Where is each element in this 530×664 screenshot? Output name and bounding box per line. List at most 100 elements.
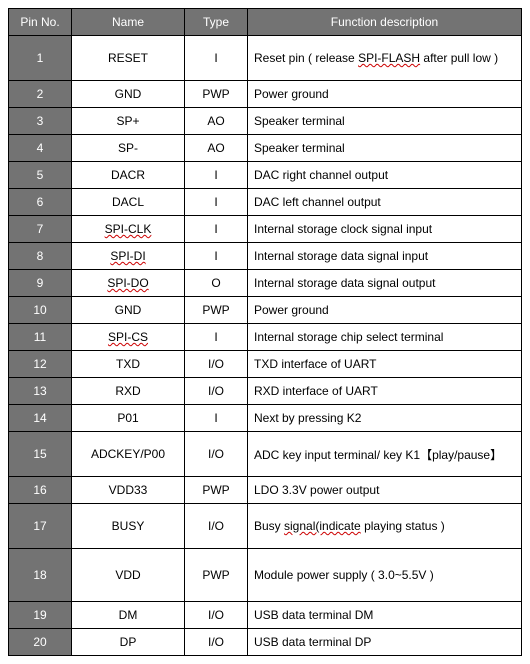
table-row: 7SPI-CLKIInternal storage clock signal i… — [9, 216, 522, 243]
pin-type: AO — [185, 108, 248, 135]
pin-name: DACL — [72, 189, 185, 216]
table-row: 19DMI/OUSB data terminal DM — [9, 602, 522, 629]
pin-desc: Speaker terminal — [248, 135, 522, 162]
pin-name: GND — [72, 81, 185, 108]
pin-number: 7 — [9, 216, 72, 243]
pin-type: I/O — [185, 432, 248, 477]
pin-number: 3 — [9, 108, 72, 135]
pin-desc: Reset pin ( release SPI-FLASH after pull… — [248, 36, 522, 81]
pin-type: I — [185, 36, 248, 81]
pin-name: RXD — [72, 378, 185, 405]
pin-desc: TXD interface of UART — [248, 351, 522, 378]
pin-name: DP — [72, 629, 185, 656]
pin-type: PWP — [185, 297, 248, 324]
table-row: 18VDDPWPModule power supply ( 3.0~5.5V ) — [9, 549, 522, 602]
pin-type: I — [185, 162, 248, 189]
pin-number: 20 — [9, 629, 72, 656]
pin-type: I/O — [185, 378, 248, 405]
pinout-table: Pin No. Name Type Function description 1… — [8, 8, 522, 656]
pin-name: SPI-DO — [72, 270, 185, 297]
pin-number: 12 — [9, 351, 72, 378]
pin-number: 18 — [9, 549, 72, 602]
pin-desc: DAC right channel output — [248, 162, 522, 189]
pin-name: DACR — [72, 162, 185, 189]
table-row: 8SPI-DIIInternal storage data signal inp… — [9, 243, 522, 270]
pin-desc: LDO 3.3V power output — [248, 477, 522, 504]
pin-type: I/O — [185, 629, 248, 656]
pin-desc: Speaker terminal — [248, 108, 522, 135]
pin-number: 8 — [9, 243, 72, 270]
pin-desc: Power ground — [248, 81, 522, 108]
pin-desc: RXD interface of UART — [248, 378, 522, 405]
pin-type: I — [185, 216, 248, 243]
table-row: 20DPI/OUSB data terminal DP — [9, 629, 522, 656]
header-row: Pin No. Name Type Function description — [9, 9, 522, 36]
pin-type: I/O — [185, 504, 248, 549]
pin-desc: USB data terminal DP — [248, 629, 522, 656]
table-row: 2GNDPWPPower ground — [9, 81, 522, 108]
pin-name: P01 — [72, 405, 185, 432]
pin-name: BUSY — [72, 504, 185, 549]
table-row: 5DACRIDAC right channel output — [9, 162, 522, 189]
pin-type: PWP — [185, 81, 248, 108]
table-row: 3SP+AOSpeaker terminal — [9, 108, 522, 135]
pin-type: I — [185, 324, 248, 351]
pin-type: I — [185, 189, 248, 216]
pin-number: 17 — [9, 504, 72, 549]
pin-name: RESET — [72, 36, 185, 81]
pin-name: GND — [72, 297, 185, 324]
pin-name: SPI-CS — [72, 324, 185, 351]
table-row: 4SP-AOSpeaker terminal — [9, 135, 522, 162]
table-row: 15ADCKEY/P00I/OADC key input terminal/ k… — [9, 432, 522, 477]
pin-number: 16 — [9, 477, 72, 504]
pin-desc: DAC left channel output — [248, 189, 522, 216]
pin-type: AO — [185, 135, 248, 162]
table-row: 16VDD33PWPLDO 3.3V power output — [9, 477, 522, 504]
pin-number: 11 — [9, 324, 72, 351]
pin-desc: Internal storage data signal input — [248, 243, 522, 270]
pin-desc: USB data terminal DM — [248, 602, 522, 629]
table-row: 9SPI-DOOInternal storage data signal out… — [9, 270, 522, 297]
pin-desc: Busy signal(indicate playing status ) — [248, 504, 522, 549]
pin-name: ADCKEY/P00 — [72, 432, 185, 477]
table-row: 13RXDI/ORXD interface of UART — [9, 378, 522, 405]
pin-name: SPI-DI — [72, 243, 185, 270]
pin-desc: Internal storage chip select terminal — [248, 324, 522, 351]
table-row: 11SPI-CSIInternal storage chip select te… — [9, 324, 522, 351]
pin-desc: Next by pressing K2 — [248, 405, 522, 432]
table-row: 1RESETIReset pin ( release SPI-FLASH aft… — [9, 36, 522, 81]
pin-name: TXD — [72, 351, 185, 378]
pin-number: 1 — [9, 36, 72, 81]
pin-type: I/O — [185, 351, 248, 378]
header-name: Name — [72, 9, 185, 36]
table-row: 12TXDI/OTXD interface of UART — [9, 351, 522, 378]
pin-number: 19 — [9, 602, 72, 629]
pin-type: O — [185, 270, 248, 297]
pin-type: I/O — [185, 602, 248, 629]
pin-number: 14 — [9, 405, 72, 432]
pin-desc: Module power supply ( 3.0~5.5V ) — [248, 549, 522, 602]
pin-name: VDD33 — [72, 477, 185, 504]
header-type: Type — [185, 9, 248, 36]
pin-name: SPI-CLK — [72, 216, 185, 243]
table-row: 10GNDPWPPower ground — [9, 297, 522, 324]
pin-name: SP+ — [72, 108, 185, 135]
pin-desc: ADC key input terminal/ key K1【play/paus… — [248, 432, 522, 477]
header-pin: Pin No. — [9, 9, 72, 36]
pin-type: I — [185, 405, 248, 432]
pin-number: 9 — [9, 270, 72, 297]
pin-desc: Internal storage data signal output — [248, 270, 522, 297]
pin-desc: Internal storage clock signal input — [248, 216, 522, 243]
table-row: 17BUSYI/OBusy signal(indicate playing st… — [9, 504, 522, 549]
table-row: 14P01INext by pressing K2 — [9, 405, 522, 432]
pin-name: VDD — [72, 549, 185, 602]
table-row: 6DACLIDAC left channel output — [9, 189, 522, 216]
pin-desc: Power ground — [248, 297, 522, 324]
pin-number: 13 — [9, 378, 72, 405]
pin-number: 5 — [9, 162, 72, 189]
header-desc: Function description — [248, 9, 522, 36]
pin-number: 2 — [9, 81, 72, 108]
pin-number: 10 — [9, 297, 72, 324]
pin-type: I — [185, 243, 248, 270]
pin-name: DM — [72, 602, 185, 629]
